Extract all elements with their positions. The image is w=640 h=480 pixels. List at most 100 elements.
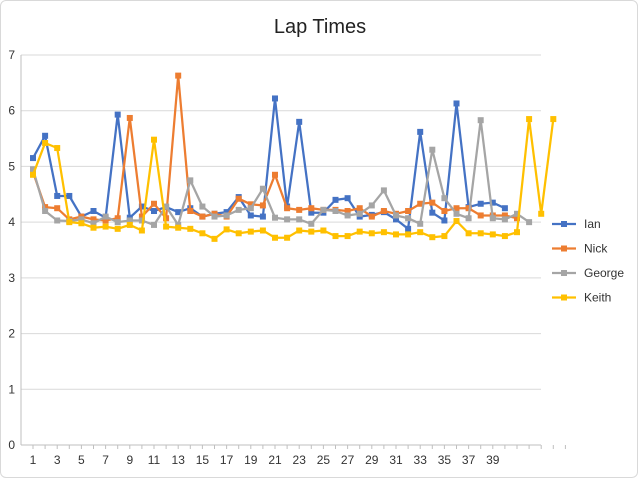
data-point [175,209,182,216]
data-point [441,217,448,224]
data-point [284,234,291,241]
data-point [54,192,61,199]
data-point [477,230,484,237]
data-point [405,231,412,238]
legend-marker [561,294,567,301]
legend-label: George [584,266,624,280]
data-point [332,233,339,240]
x-tick-label: 37 [462,453,476,467]
data-point [356,205,363,212]
data-point [489,215,496,222]
data-point [211,213,218,220]
legend-marker [561,245,567,252]
data-point [199,203,206,210]
data-point [114,215,121,222]
data-point [550,116,557,123]
legend-label: Ian [584,217,601,231]
data-point [223,226,230,233]
data-point [259,213,266,220]
data-point [393,216,399,223]
data-point [247,205,254,212]
x-axis-ticks: 1 3 5 7 9 11 13 15 17 19 21 23 25 27 29 31 33 35 37 39 [30,453,500,467]
x-tick-label: 31 [389,453,403,467]
data-point [501,205,508,212]
data-point [235,230,242,237]
data-point [405,215,412,222]
data-point [151,221,157,228]
legend-entry: Ian [552,217,601,231]
chart-title: Lap Times [274,16,366,38]
y-tick-label: 4 [8,215,15,229]
legend-marker [561,221,567,227]
data-point [90,208,97,214]
data-point [308,228,315,235]
data-point [501,216,508,223]
legend-marker [561,270,567,276]
series-line [32,97,506,230]
data-point [453,210,460,217]
data-point [441,233,448,240]
data-point [126,221,133,228]
x-tick-label: 29 [365,453,379,467]
data-point [344,212,351,219]
data-point [272,95,278,102]
x-tick-label: 27 [341,453,355,467]
data-point [356,210,363,217]
data-point [126,114,133,121]
data-point [138,227,145,234]
data-point [308,205,315,212]
x-tick-label: 33 [414,453,428,467]
data-point [296,118,303,125]
data-point [332,196,339,203]
data-point [356,228,363,235]
data-point [526,219,533,226]
data-point [247,228,254,235]
x-tick-label: 15 [196,453,210,467]
data-point [199,230,206,237]
x-tick-label: 11 [148,453,161,467]
data-point [526,116,533,123]
data-point [54,205,61,212]
data-point [187,208,194,214]
data-point [296,206,303,213]
data-point [344,233,351,240]
x-tick-label: 7 [102,453,109,467]
data-point [151,208,157,214]
data-point [380,187,387,194]
x-tick-label: 23 [293,453,307,467]
data-point [163,215,170,222]
data-point [114,225,121,232]
x-tick-label: 19 [244,453,258,467]
x-tick-label: 5 [78,453,85,467]
data-point [138,217,145,224]
data-point [138,213,145,220]
data-point [380,229,387,236]
data-point [441,195,448,202]
data-point [296,227,303,234]
data-point [30,171,36,178]
data-point [42,208,49,214]
data-point [223,209,230,216]
data-point [284,216,291,223]
data-point [66,192,73,199]
x-tick-label: 39 [486,453,500,467]
data-point [114,219,121,226]
gridlines [21,54,541,390]
data-point [514,215,520,222]
data-point [453,100,460,107]
data-point [501,212,508,219]
data-point [175,72,182,79]
x-tick-label: 25 [317,453,331,467]
data-point [235,206,242,213]
data-point [477,200,484,207]
data-point [344,208,351,214]
data-point [308,209,315,216]
data-point [405,208,412,214]
series-group [30,72,557,242]
data-point [514,229,520,236]
x-tick-label: 1 [30,453,37,467]
data-point [405,225,412,232]
data-point [90,224,97,231]
data-point [78,220,85,227]
